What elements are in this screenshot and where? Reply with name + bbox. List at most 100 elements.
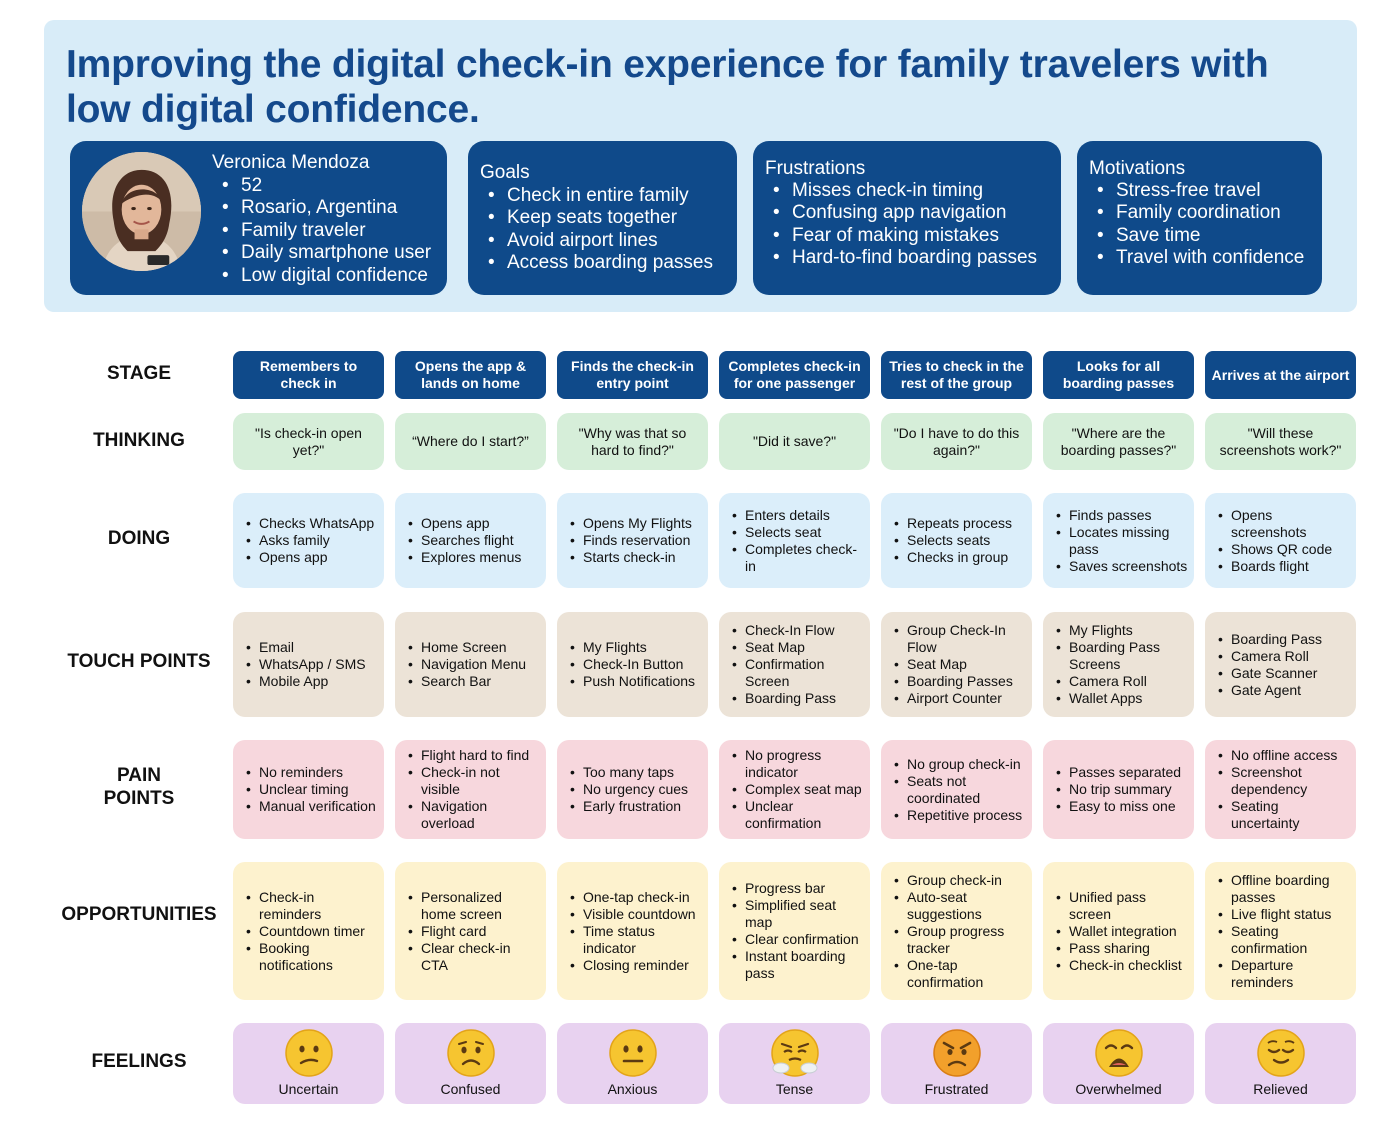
goal-item: Keep seats together — [488, 207, 713, 229]
feeling-label: Tense — [775, 1081, 814, 1097]
opportunity-cell-item: One-tap confirmation — [893, 957, 1026, 991]
steaming-face-icon — [770, 1023, 820, 1078]
opportunity-cell-item: Group progress tracker — [893, 923, 1026, 957]
stage-header: Tries to check in the rest of the group — [881, 351, 1032, 399]
doing-cell-item: Asks family — [245, 532, 378, 549]
pain-point-cell-item: Screenshot dependency — [1217, 764, 1350, 798]
motivation-item: Family coordination — [1097, 202, 1304, 224]
doing-cell-item: Opens My Flights — [569, 515, 702, 532]
touchpoint-cell: Check-In FlowSeat MapConfirmation Screen… — [719, 612, 870, 717]
pain-point-cell-item: No urgency cues — [569, 781, 702, 798]
doing-cell-item: Completes check-in — [731, 541, 864, 575]
opportunity-cell-item: Departure reminders — [1217, 957, 1350, 991]
touchpoint-cell-item: Camera Roll — [1055, 673, 1188, 690]
opportunity-cell-list: Personalized home screenFlight cardClear… — [407, 889, 540, 974]
pain-point-cell: No progress indicatorComplex seat mapUnc… — [719, 740, 870, 839]
touchpoint-cell-item: Gate Scanner — [1217, 665, 1350, 682]
page-title: Improving the digital check-in experienc… — [66, 43, 1269, 131]
pain-point-cell-item: Easy to miss one — [1055, 798, 1188, 815]
touchpoint-cell-item: Boarding Pass — [731, 690, 864, 707]
opportunity-cell-list: One-tap check-inVisible countdownTime st… — [569, 889, 702, 974]
touchpoint-cell-item: Seat Map — [731, 639, 864, 656]
touchpoint-cell-list: My FlightsCheck-In ButtonPush Notificati… — [569, 639, 702, 690]
pain-point-cell-item: Check-in not visible — [407, 764, 540, 798]
relieved-face-icon — [1256, 1023, 1306, 1078]
doing-cell: Opens appSearches flightExplores menus — [395, 493, 546, 588]
pain-point-cell-item: No progress indicator — [731, 747, 864, 781]
opportunity-cell: Unified pass screenWallet integrationPas… — [1043, 862, 1194, 1000]
doing-cell-item: Opens screenshots — [1217, 507, 1350, 541]
feeling-label: Frustrated — [924, 1081, 989, 1097]
opportunity-cell-item: Instant boarding pass — [731, 948, 864, 982]
pain-point-cell-item: Unclear timing — [245, 781, 378, 798]
persona-details: 52 Rosario, Argentina Family traveler Da… — [222, 175, 431, 287]
pain-point-cell-item: Complex seat map — [731, 781, 864, 798]
touchpoint-cell: Home ScreenNavigation MenuSearch Bar — [395, 612, 546, 717]
angry-face-icon — [932, 1023, 982, 1078]
persona-name: Veronica Mendoza — [212, 152, 370, 173]
feeling-cell: Frustrated — [881, 1023, 1032, 1104]
thinking-quote: “Where do I start?” — [395, 413, 546, 470]
thinking-quote: "Did it save?" — [719, 413, 870, 470]
touchpoint-cell-list: Group Check-In FlowSeat MapBoarding Pass… — [893, 622, 1026, 707]
doing-cell-list: Checks WhatsAppAsks familyOpens app — [245, 515, 378, 566]
doing-cell: Opens screenshotsShows QR codeBoards fli… — [1205, 493, 1356, 588]
doing-cell-item: Saves screenshots — [1055, 558, 1188, 575]
touchpoint-cell-item: Check-In Flow — [731, 622, 864, 639]
frustration-item: Misses check-in timing — [773, 180, 1037, 202]
opportunity-cell-list: Progress barSimplified seat mapClear con… — [731, 880, 864, 982]
motivations-card: Motivations Stress-free travel Family co… — [1077, 141, 1322, 295]
touchpoint-cell: EmailWhatsApp / SMSMobile App — [233, 612, 384, 717]
frustrations-list: Misses check-in timing Confusing app nav… — [773, 180, 1037, 270]
doing-cell-item: Repeats process — [893, 515, 1026, 532]
touchpoint-cell-item: Gate Agent — [1217, 682, 1350, 699]
opportunity-cell-item: Flight card — [407, 923, 540, 940]
doing-cell-item: Boards flight — [1217, 558, 1350, 575]
pain-point-cell-item: Too many taps — [569, 764, 702, 781]
feeling-label: Anxious — [607, 1081, 658, 1097]
stage-header: Arrives at the airport — [1205, 351, 1356, 399]
opportunity-cell-item: Time status indicator — [569, 923, 702, 957]
motivations-title: Motivations — [1089, 158, 1186, 179]
pain-point-cell-item: No trip summary — [1055, 781, 1188, 798]
doing-cell-item: Locates missing pass — [1055, 524, 1188, 558]
opportunity-cell-item: Group check-in — [893, 872, 1026, 889]
confused-face-icon — [284, 1023, 334, 1078]
worried-face-icon — [446, 1023, 496, 1078]
row-label-stage: STAGE — [106, 363, 172, 384]
frustration-item: Hard-to-find boarding passes — [773, 247, 1037, 269]
touchpoint-cell-list: Check-In FlowSeat MapConfirmation Screen… — [731, 622, 864, 707]
doing-cell-item: Opens app — [245, 549, 378, 566]
touchpoint-cell-item: Search Bar — [407, 673, 540, 690]
doing-cell-item: Starts check-in — [569, 549, 702, 566]
pain-point-cell-list: Passes separatedNo trip summaryEasy to m… — [1055, 764, 1188, 815]
opportunity-cell: Check-in remindersCountdown timerBooking… — [233, 862, 384, 1000]
opportunity-cell-item: Clear confirmation — [731, 931, 864, 948]
touchpoint-cell: My FlightsCheck-In ButtonPush Notificati… — [557, 612, 708, 717]
touchpoint-cell-item: My Flights — [1055, 622, 1188, 639]
stage-header: Opens the app & lands on home — [395, 351, 546, 399]
pain-point-cell-item: No group check-in — [893, 756, 1026, 773]
touchpoint-cell-item: Navigation Menu — [407, 656, 540, 673]
goal-item: Access boarding passes — [488, 252, 713, 274]
persona-traveler-type: Family traveler — [222, 220, 431, 242]
opportunity-cell-item: Check-in checklist — [1055, 957, 1188, 974]
pain-point-cell-list: No group check-inSeats not coordinatedRe… — [893, 756, 1026, 824]
opportunity-cell-item: Countdown timer — [245, 923, 378, 940]
pain-point-cell-list: No offline accessScreenshot dependencySe… — [1217, 747, 1350, 832]
stage-header: Looks for all boarding passes — [1043, 351, 1194, 399]
opportunity-cell-item: One-tap check-in — [569, 889, 702, 906]
feeling-cell: Overwhelmed — [1043, 1023, 1194, 1104]
feeling-cell: Anxious — [557, 1023, 708, 1104]
doing-cell-item: Checks WhatsApp — [245, 515, 378, 532]
header-panel: Improving the digital check-in experienc… — [44, 20, 1357, 312]
pain-point-cell-list: Flight hard to findCheck-in not visibleN… — [407, 747, 540, 832]
motivation-item: Save time — [1097, 225, 1304, 247]
touchpoint-cell-item: Airport Counter — [893, 690, 1026, 707]
pain-point-cell-item: No offline access — [1217, 747, 1350, 764]
opportunity-cell: Personalized home screenFlight cardClear… — [395, 862, 546, 1000]
row-label-thinking: THINKING — [93, 430, 185, 451]
pain-point-cell-item: Early frustration — [569, 798, 702, 815]
opportunity-cell: Progress barSimplified seat mapClear con… — [719, 862, 870, 1000]
doing-cell-item: Explores menus — [407, 549, 540, 566]
